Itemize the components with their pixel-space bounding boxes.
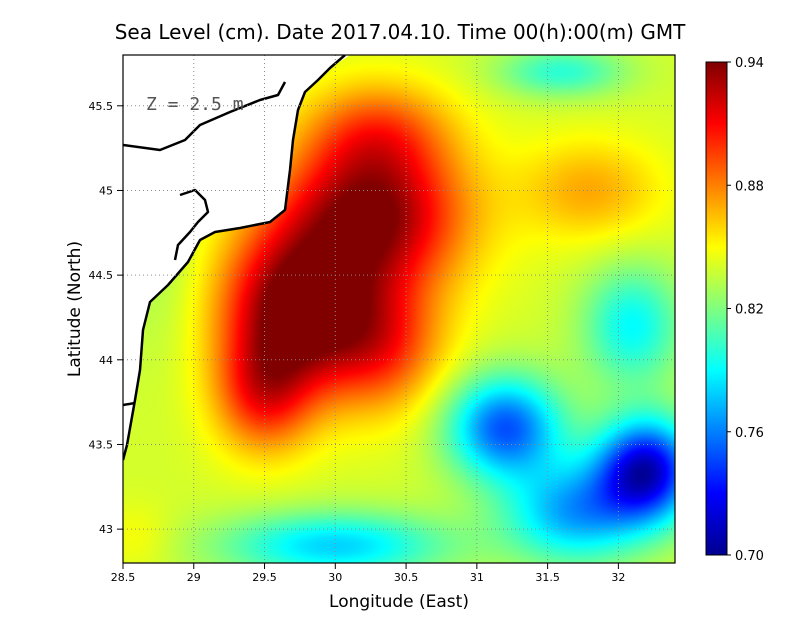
y-tick-label: 43: [99, 523, 113, 536]
colorbar-ticks: 0.94 0.88 0.82 0.76 0.70: [727, 56, 764, 564]
y-tick-label: 45.5: [89, 100, 114, 113]
coastline-gulf: [123, 81, 287, 152]
coastline-south: [123, 401, 136, 407]
y-axis: 43 43.5 44 44.5 45 45.5: [89, 100, 123, 536]
y-axis-label: Latitude (North): [65, 241, 85, 377]
grid: [123, 55, 675, 563]
coastline-land: [123, 55, 350, 460]
y-tick-label: 44: [99, 354, 113, 367]
coastline: [123, 55, 346, 461]
x-tick-label: 32: [611, 571, 625, 584]
x-axis: 28.5 29 29.5 30 30.5 31 31.5 32: [111, 563, 625, 584]
chart-title: Sea Level (cm). Date 2017.04.10. Time 00…: [115, 20, 686, 44]
x-tick-label: 29.5: [252, 571, 277, 584]
colorbar: [705, 61, 728, 556]
y-tick-label: 44.5: [89, 269, 114, 282]
x-axis-label: Longitude (East): [329, 592, 469, 612]
x-tick-label: 30.5: [394, 571, 419, 584]
colorbar-tick-label: 0.94: [735, 56, 764, 71]
x-tick-label: 28.5: [111, 571, 136, 584]
x-tick-label: 29: [187, 571, 201, 584]
colorbar-tick-label: 0.82: [735, 303, 764, 318]
plot-area: Z = 2.5 m: [123, 55, 675, 563]
coastline-inlet: [173, 188, 210, 261]
x-tick-label: 31.5: [535, 571, 560, 584]
colorbar-tick-label: 0.76: [735, 426, 764, 441]
colorbar-tick-label: 0.70: [735, 549, 764, 564]
depth-annotation: Z = 2.5 m: [146, 94, 244, 115]
y-tick-label: 43.5: [89, 438, 114, 451]
y-tick-label: 45: [99, 184, 113, 197]
plot-frame: [122, 54, 676, 564]
x-tick-label: 30: [328, 571, 342, 584]
x-tick-label: 31: [470, 571, 484, 584]
colorbar-tick-label: 0.88: [735, 179, 764, 194]
